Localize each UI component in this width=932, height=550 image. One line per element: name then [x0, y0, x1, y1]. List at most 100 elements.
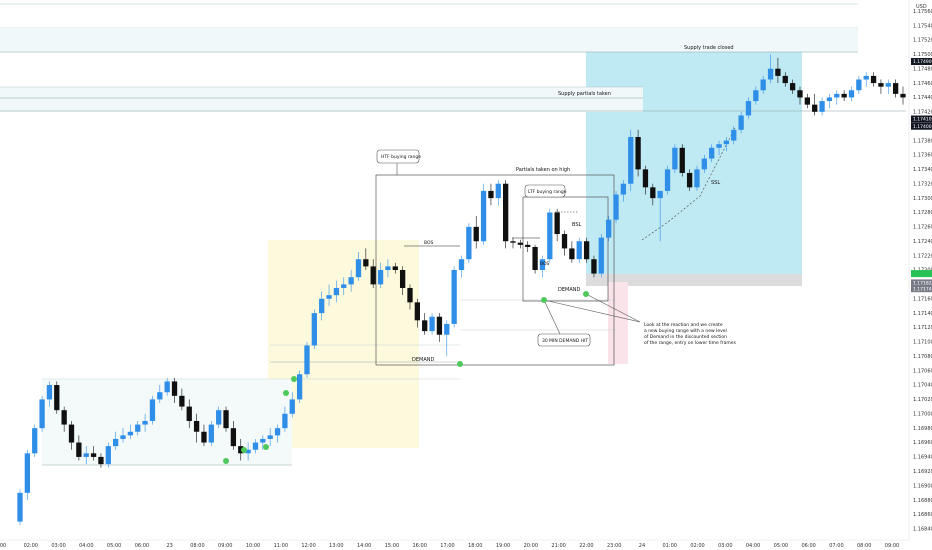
candle-body	[304, 345, 310, 375]
price-tick-label: 1.17340	[913, 167, 932, 173]
candle-body	[539, 259, 546, 270]
candle	[17, 489, 23, 526]
candle	[142, 413, 148, 432]
candle-body	[458, 259, 465, 270]
demand-hit-marker	[241, 447, 247, 453]
price-tick-label: 1.17360	[913, 153, 932, 159]
candle-body	[709, 147, 715, 159]
demand-hit-marker	[263, 444, 269, 450]
candle-body	[892, 83, 899, 94]
candle	[355, 252, 362, 281]
candle-body	[716, 144, 722, 148]
candle	[466, 223, 472, 263]
candle-body	[782, 75, 788, 84]
demand-hit-marker	[457, 361, 463, 367]
candle-body	[635, 137, 641, 170]
candle	[650, 183, 656, 206]
candle	[841, 90, 847, 102]
candle-body	[326, 295, 332, 299]
candle	[892, 79, 899, 98]
candle-body	[436, 316, 443, 335]
time-tick-label: 00	[0, 543, 6, 549]
time-tick-label: 20:00	[524, 543, 538, 549]
time-tick-label: 13:00	[329, 543, 343, 549]
candle	[348, 270, 354, 292]
time-tick-label: 18:00	[468, 543, 482, 549]
time-tick-label: 19:00	[496, 543, 510, 549]
time-tick-label: 24	[639, 543, 645, 549]
candle-body	[694, 169, 700, 188]
supply-zone-bottom-band	[586, 274, 802, 286]
candle-body	[260, 438, 266, 443]
candle	[672, 144, 678, 173]
candle	[193, 413, 200, 443]
time-axis-ticks[interactable]: 00 02:00 03:00 04:00 05:00 06:00 23 08:00 09:00 1…	[0, 543, 899, 549]
candle	[539, 255, 546, 278]
candle	[731, 126, 737, 145]
price-tick-label: 1.17220	[913, 253, 932, 259]
bsl-label: BSL	[572, 222, 582, 228]
candle-body	[414, 302, 420, 321]
demand-30min-label: 30 MIN DEMAND HIT	[542, 338, 588, 344]
candle	[24, 449, 31, 501]
candle-body	[731, 129, 737, 141]
candle-body	[657, 190, 663, 199]
candle-body	[819, 101, 825, 112]
candle-body	[230, 428, 237, 447]
candle	[333, 280, 340, 303]
time-tick-label: 02:00	[24, 543, 38, 549]
candle	[157, 385, 163, 403]
price-tick-label: 1.17440	[913, 95, 932, 101]
bos-label-2: BOS	[540, 261, 550, 267]
candle	[870, 72, 877, 87]
price-tick-label: 1.17560	[913, 9, 932, 15]
candle	[819, 97, 825, 116]
candle-body	[289, 399, 295, 414]
price-tick-label: 1.17280	[913, 210, 932, 216]
candle-body	[510, 241, 516, 243]
ssl-label: SSL	[711, 180, 720, 186]
candle-body	[878, 83, 884, 87]
candle	[377, 262, 384, 288]
candles-layer	[17, 54, 906, 526]
candle	[694, 165, 700, 191]
candle-body	[223, 410, 229, 429]
time-tick-label: 04:00	[746, 543, 760, 549]
time-tick-label: 16:00	[413, 543, 427, 549]
candle-body	[348, 277, 354, 285]
price-tick-label: 1.17320	[913, 181, 932, 187]
candle	[495, 180, 501, 206]
price-tag	[911, 285, 932, 293]
candle-body	[83, 453, 89, 457]
time-tick-label: 08:00	[857, 543, 871, 549]
candle-body	[841, 93, 847, 98]
candle-body	[473, 226, 479, 242]
candle-body	[701, 158, 707, 170]
candle	[767, 54, 774, 84]
time-tick-label: 01:00	[663, 543, 677, 549]
candle	[863, 72, 869, 87]
htf-buying-range-label: HTF buying range	[381, 154, 421, 160]
time-tick-label: 23	[167, 543, 173, 549]
demand-label-1: DEMAND	[412, 357, 434, 363]
candle	[149, 395, 156, 425]
price-tag	[911, 58, 932, 66]
candle-body	[135, 424, 141, 432]
candle	[422, 313, 428, 335]
candle	[46, 381, 53, 407]
candle	[304, 341, 310, 378]
time-tick-label: 03:00	[718, 543, 732, 549]
candle	[319, 291, 325, 321]
candle	[444, 320, 450, 357]
candle-body	[17, 492, 23, 522]
candle-body	[870, 75, 877, 84]
ssl-line	[641, 127, 736, 241]
price-tick-label: 1.17460	[913, 81, 932, 87]
candle-body	[46, 385, 53, 400]
candle-body	[142, 420, 148, 425]
demand-hit-marker	[223, 458, 229, 464]
candle	[716, 140, 722, 155]
candle	[436, 313, 443, 342]
price-tick-label: 1.17420	[913, 110, 932, 116]
